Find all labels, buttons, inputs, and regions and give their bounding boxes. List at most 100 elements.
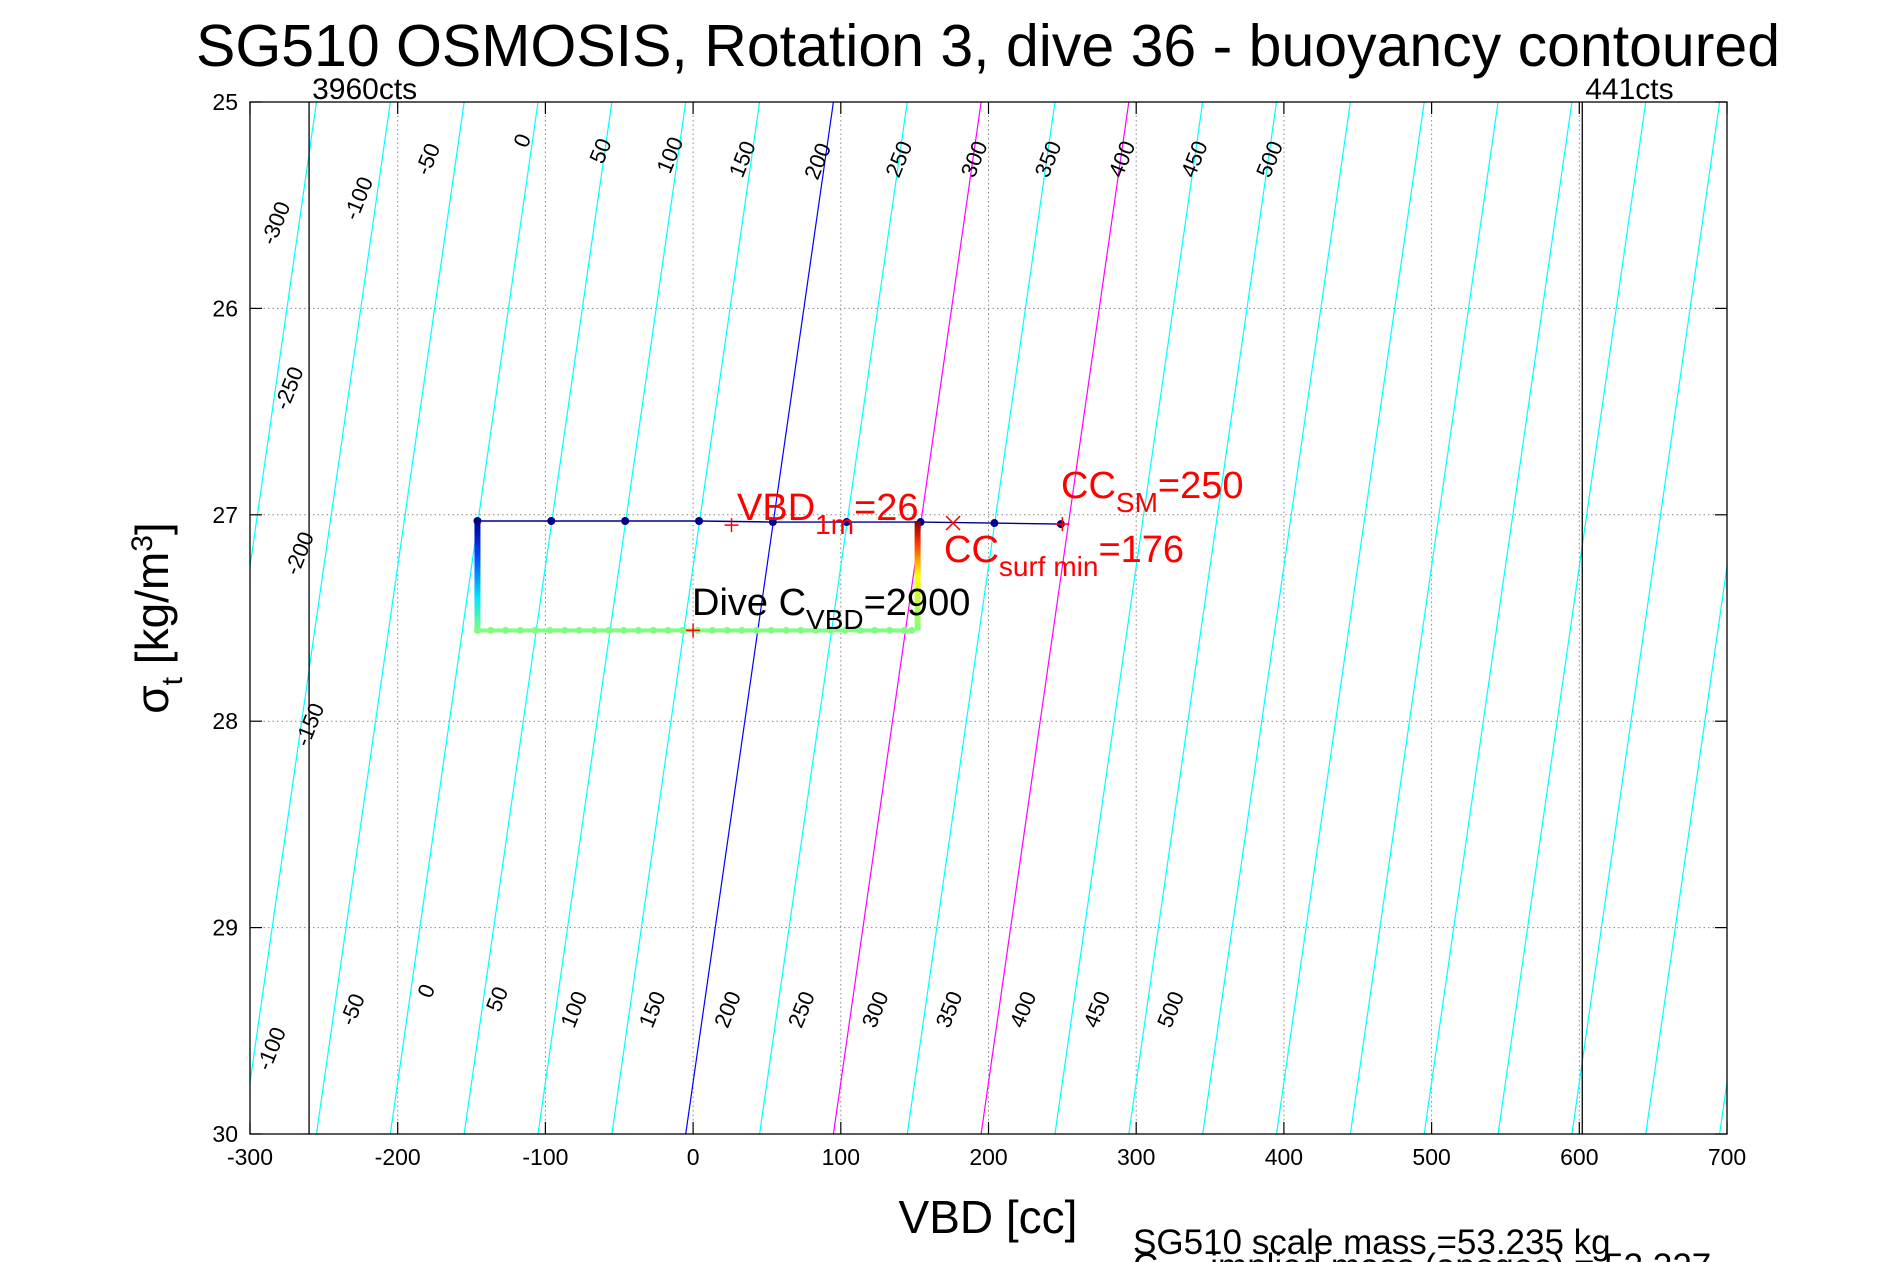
red-plus-mark <box>1055 517 1070 532</box>
contour-label: 50 <box>481 983 513 1015</box>
contour-line <box>758 102 908 1134</box>
contour-line <box>537 102 687 1134</box>
contour-label: 200 <box>799 139 836 182</box>
contour-line <box>1349 102 1499 1134</box>
climb-point <box>590 626 598 634</box>
contour-label: -100 <box>338 173 378 223</box>
climb-point <box>634 626 642 634</box>
climb-point <box>826 626 834 634</box>
count-label: 3960cts <box>312 73 417 106</box>
climb-point <box>664 626 672 634</box>
climb-point <box>516 626 524 634</box>
contour-line <box>1645 562 1727 1134</box>
contour-label: 0 <box>508 130 536 151</box>
contour-line <box>1793 102 1891 1134</box>
buoyancy-contours <box>250 102 1891 1134</box>
contour-line <box>389 102 539 1134</box>
red-plus-mark <box>686 623 701 638</box>
contour-label: -50 <box>410 140 445 179</box>
climb-point <box>561 626 569 634</box>
dive-point <box>768 518 777 527</box>
x-axis-label: VBD [cc] <box>899 1191 1078 1243</box>
climb-point <box>900 626 908 634</box>
contour-line <box>250 102 318 571</box>
contour-label: 250 <box>880 137 917 180</box>
contour-label: 150 <box>724 137 761 180</box>
footer-implied-mass: Cimplied mass (apogee) = 53.327 <box>1133 1247 1711 1262</box>
contour-label: 250 <box>783 988 820 1031</box>
contour-line <box>315 102 465 1134</box>
contour-label: 200 <box>709 988 746 1031</box>
climb-point <box>502 626 510 634</box>
dive-point <box>621 516 630 525</box>
y-label-rest: [kg/m <box>126 552 178 677</box>
x-tick-label: -200 <box>375 1144 421 1170</box>
contour-line <box>685 102 835 1134</box>
climb-point <box>708 626 716 634</box>
contour-label: -300 <box>256 198 296 248</box>
contour-label: 500 <box>1152 988 1189 1031</box>
contour-line <box>1275 102 1425 1134</box>
svg-text:σt [kg/m3]: σt [kg/m3] <box>126 522 189 713</box>
y-label-symbol: σ <box>126 685 178 713</box>
grid-lines <box>249 101 1728 1135</box>
climb-point <box>886 626 894 634</box>
contour-label: 450 <box>1078 988 1115 1031</box>
red-cross-mark <box>945 515 961 531</box>
annotation-vbd-1m: VBD1m=26 <box>737 487 919 540</box>
contour-line <box>250 102 391 1087</box>
red-marks <box>686 515 1070 638</box>
climb-point <box>723 626 731 634</box>
y-label-close: ] <box>126 522 178 535</box>
contour-label: 100 <box>555 988 592 1031</box>
y-tick-label: 29 <box>212 915 238 941</box>
climb-point <box>908 626 916 634</box>
contour-label: 350 <box>931 988 968 1031</box>
surface-segment <box>914 520 921 631</box>
apogee-segment <box>474 520 481 631</box>
x-tick-label: 100 <box>822 1144 860 1170</box>
climb-point <box>679 626 687 634</box>
contour-label: 500 <box>1251 137 1288 180</box>
contour-line <box>1867 102 1891 1134</box>
x-axis-ticks: -300 -200 -100 0 100 200 300 400 500 600 700 <box>227 102 1746 1170</box>
y-tick-label: 28 <box>212 708 238 734</box>
contour-label: -50 <box>335 990 370 1029</box>
climb-point <box>738 626 746 634</box>
contour-line <box>463 102 613 1134</box>
contour-line <box>611 102 761 1134</box>
climb-point <box>871 626 879 634</box>
x-tick-label: 600 <box>1560 1144 1598 1170</box>
contour-label: 400 <box>1004 988 1041 1031</box>
contour-label: -150 <box>290 699 330 749</box>
dive-point <box>695 516 704 525</box>
y-axis-ticks: 25 26 27 28 29 30 <box>212 89 1727 1147</box>
contour-line <box>1423 102 1573 1134</box>
climb-point <box>487 626 495 634</box>
climb-point <box>782 626 790 634</box>
x-tick-label: -100 <box>522 1144 568 1170</box>
climb-point <box>531 626 539 634</box>
climb-point <box>575 626 583 634</box>
annotation-cc-surf-min: CCsurf min=176 <box>944 529 1184 582</box>
contour-line <box>1571 102 1721 1134</box>
contour-label: 50 <box>584 135 616 167</box>
climb-point <box>753 626 761 634</box>
chart-title: SG510 OSMOSIS, Rotation 3, dive 36 - buo… <box>196 13 1780 79</box>
x-tick-label: 700 <box>1708 1144 1746 1170</box>
y-label-sub: t <box>156 676 189 685</box>
climb-point <box>812 626 820 634</box>
x-tick-label: 200 <box>969 1144 1007 1170</box>
contour-label: 0 <box>412 980 440 1001</box>
contour-line <box>1202 102 1351 1134</box>
y-tick-label: 30 <box>212 1121 238 1147</box>
annotation-cc-sm: CCSM=250 <box>1061 465 1243 518</box>
contour-label: 350 <box>1030 137 1067 180</box>
contour-label: 300 <box>956 137 993 180</box>
contour-label: -250 <box>269 363 309 413</box>
x-tick-label: 0 <box>687 1144 700 1170</box>
contour-line <box>1128 102 1278 1134</box>
dive-point <box>990 519 999 528</box>
climb-point <box>605 626 613 634</box>
